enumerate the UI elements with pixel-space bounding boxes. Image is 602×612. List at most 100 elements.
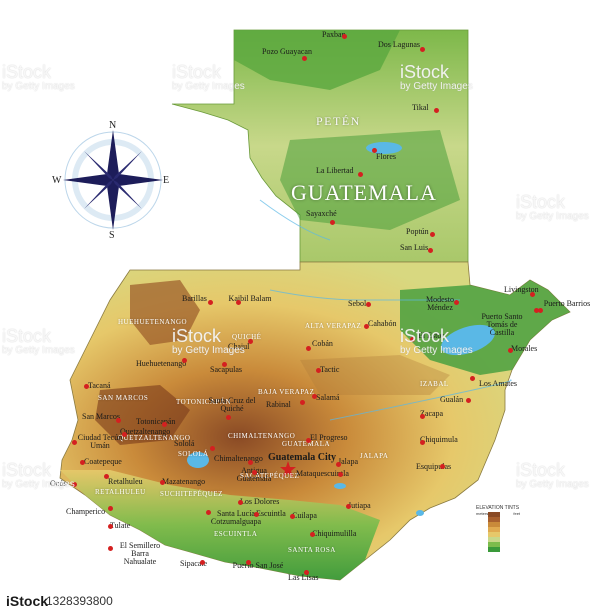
compass-north: N [109, 120, 117, 131]
watermark: iStock by Getty Images [172, 326, 245, 356]
city-marker-chiquimulilla [310, 532, 315, 537]
city-label-kaibil-balam: Kaibil Balam [228, 294, 272, 303]
watermark-sub: by Getty Images [172, 81, 245, 92]
region-label-quiche: QUICHÉ [232, 333, 262, 341]
city-marker-puerto-barrios [538, 308, 543, 313]
region-label-izabal: IZABAL [420, 380, 449, 388]
city-label-tulate: Tulate [110, 521, 131, 530]
city-marker-esquipulas [440, 464, 445, 469]
city-marker-mazatenango [160, 480, 165, 485]
footer-brand-logo: iStock [6, 593, 49, 609]
city-label-chajul: Chajul [228, 342, 250, 351]
city-marker-sebol [366, 302, 371, 307]
footer-image-id: 1328393800 [46, 594, 113, 608]
city-marker-dos-lagunas [420, 47, 425, 52]
compass-rose [63, 130, 163, 230]
legend-title: ELEVATION TINTS [476, 505, 520, 511]
city-label-modesto-mendez: Modesto Méndez [426, 295, 454, 312]
city-marker-ocos [72, 482, 77, 487]
city-label-jutiapa: Jutiapa [348, 501, 371, 510]
city-label-barillas: Barillas [182, 294, 207, 303]
city-marker-modesto-mendez [454, 300, 459, 305]
city-label-champerico: Champerico [66, 507, 106, 516]
watermark-sub: by Getty Images [516, 479, 589, 490]
city-marker-tulate [108, 524, 113, 529]
city-label-el-estor: El Estor [418, 331, 444, 340]
city-marker-santa-lucia [206, 510, 211, 515]
city-label-chimaltenango: Chimaltenango [214, 454, 263, 463]
city-label-quetzaltenango: Quetzaltenango [120, 427, 171, 436]
city-label-los-dolores: Los Dolores [240, 497, 280, 506]
city-marker-solola [210, 446, 215, 451]
city-marker-quetzaltenango [122, 432, 127, 437]
city-marker-puerto-santo-tomas [534, 308, 539, 313]
region-label-solola: SOLOLÁ [178, 450, 209, 458]
watermark-brand: iStock [2, 460, 52, 480]
region-label-jalapa: JALAPA [360, 452, 389, 460]
city-marker-escuintla [254, 512, 259, 517]
region-label-retalhuleu: RETALHULEU [95, 488, 146, 496]
city-label-cuilapa: Cuilapa [292, 511, 317, 520]
city-label-san-luis: San Luis [400, 243, 429, 252]
region-label-baja-verapaz: BAJA VERAPAZ [258, 388, 315, 396]
city-marker-paxban [342, 34, 347, 39]
city-marker-antigua [252, 470, 257, 475]
region-label-sacatepequez: SACATEPÉQUEZ [240, 472, 300, 480]
city-label-los-amates: Los Amates [479, 379, 517, 388]
city-marker-zacapa [420, 414, 425, 419]
city-label-morales: Morales [511, 344, 538, 353]
city-label-santa-lucia: Santa Lucía Cotzumalguapa [210, 509, 262, 526]
region-label-san-marcos: SAN MARCOS [98, 394, 149, 402]
city-marker-retalhuleu [104, 474, 109, 479]
city-marker-coban [306, 346, 311, 351]
city-label-salama: Salamá [316, 393, 340, 402]
city-marker-cuilapa [290, 514, 295, 519]
city-label-coban: Cobán [312, 339, 333, 348]
city-marker-champerico [108, 506, 113, 511]
city-label-huehuetenango: Huehuetenango [136, 359, 187, 368]
watermark-sub: by Getty Images [2, 81, 75, 92]
city-marker-coatepeque [80, 460, 85, 465]
city-label-paxban: Paxban [322, 30, 346, 39]
city-label-flores: Flores [376, 152, 396, 161]
city-label-mataquescuintla: Mataquescuintla [296, 469, 349, 478]
city-marker-san-marcos [116, 418, 121, 423]
watermark-brand: iStock [516, 192, 566, 212]
compass-south: S [109, 230, 115, 241]
city-label-pozo-guayacan: Pozo Guayacan [262, 47, 312, 56]
city-label-totonicapan: Totonicapán [136, 417, 176, 426]
city-label-sebol: Sebol [348, 299, 367, 308]
watermark-sub: by Getty Images [2, 345, 75, 356]
region-label-chimaltenango: CHIMALTENANGO [228, 432, 296, 440]
region-label-alta-verapaz: ALTA VERAPAZ [305, 322, 362, 330]
city-marker-flores [372, 148, 377, 153]
city-label-tacana: Tacaná [88, 381, 111, 390]
city-marker-morales [508, 348, 513, 353]
watermark-brand: iStock [172, 326, 222, 346]
city-label-solola: Sololá [174, 439, 195, 448]
city-marker-tikal [434, 108, 439, 113]
city-marker-gualan [466, 398, 471, 403]
city-label-sayaxche: Sayaxché [306, 209, 337, 218]
region-label-peten: PETÉN [316, 114, 361, 128]
region-label-totonicapan: TOTONICAPÁN [176, 398, 232, 406]
city-marker-santa-cruz [226, 415, 231, 420]
watermark: iStock by Getty Images [172, 62, 245, 92]
city-marker-barillas [208, 300, 213, 305]
compass-west: W [52, 175, 62, 186]
compass-east: E [163, 175, 170, 186]
city-label-la-libertad: La Libertad [316, 166, 354, 175]
city-marker-livingston [530, 292, 535, 297]
watermark: iStock by Getty Images [400, 62, 473, 92]
city-marker-sipacate [200, 560, 205, 565]
city-label-esquipulas: Esquipulas [416, 462, 452, 471]
city-label-chiquimulilla: Chiquimulilla [312, 529, 357, 538]
capital-star-icon [280, 461, 296, 477]
watermark-sub: by Getty Images [400, 81, 473, 92]
city-label-dos-lagunas: Dos Lagunas [378, 40, 420, 49]
elevation-legend-swatches [488, 512, 500, 552]
city-marker-el-progreso [306, 438, 311, 443]
city-label-chiquimula: Chiquimula [420, 435, 458, 444]
